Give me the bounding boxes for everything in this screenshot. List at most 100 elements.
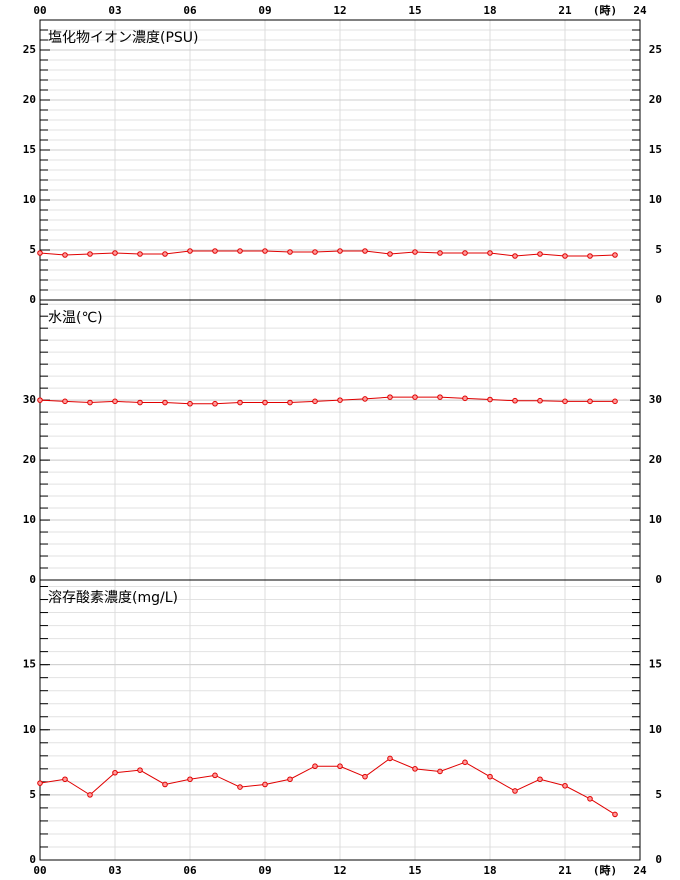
data-point — [437, 394, 443, 400]
data-point — [562, 253, 568, 259]
data-point — [362, 248, 368, 254]
data-point — [487, 773, 493, 780]
data-point — [587, 398, 593, 405]
data-point — [212, 772, 218, 779]
data-point — [187, 400, 193, 407]
data-point — [237, 248, 243, 254]
x-tick-label: 18 — [483, 864, 496, 877]
y-tick-label: 30 — [649, 393, 662, 406]
y-tick-label: 15 — [23, 658, 36, 671]
data-point — [112, 398, 118, 405]
data-point — [187, 776, 193, 783]
data-point — [237, 399, 243, 406]
y-tick-label: 10 — [649, 723, 662, 736]
y-tick-label: 0 — [655, 293, 662, 306]
data-point — [262, 781, 268, 788]
panel-title: 塩化物イオン濃度(PSU) — [48, 30, 199, 46]
y-tick-label: 25 — [23, 43, 36, 56]
data-point — [137, 767, 143, 773]
data-point — [387, 394, 393, 400]
data-point — [412, 766, 418, 772]
data-point — [62, 252, 68, 258]
y-tick-label: 15 — [23, 143, 36, 156]
data-point — [537, 397, 543, 404]
data-point — [412, 249, 418, 255]
y-tick-label: 30 — [23, 393, 36, 406]
y-tick-label: 15 — [649, 143, 662, 156]
data-point — [462, 250, 468, 256]
panel-title: 溶存酸素濃度(mg/L) — [48, 590, 178, 606]
y-tick-label: 5 — [655, 788, 662, 801]
data-point — [512, 253, 518, 259]
y-tick-label: 20 — [649, 93, 662, 106]
data-point — [137, 251, 143, 257]
y-tick-label: 0 — [29, 293, 36, 306]
x-tick-label: 24 — [633, 4, 647, 17]
data-point — [262, 399, 268, 406]
x-tick-label: 03 — [108, 864, 121, 877]
y-tick-label: 5 — [29, 243, 36, 256]
x-tick-label: 18 — [483, 4, 496, 17]
x-tick-label: 00 — [33, 864, 46, 877]
x-tick-label: 21 — [558, 4, 572, 17]
data-line — [39, 757, 616, 815]
data-point — [287, 776, 293, 783]
data-point — [462, 759, 468, 766]
data-point — [37, 397, 43, 403]
x-tick-label: 12 — [333, 864, 346, 877]
data-point — [462, 395, 468, 402]
data-point — [162, 781, 168, 788]
y-tick-label: 10 — [23, 723, 36, 736]
data-point — [587, 795, 593, 802]
x-tick-label: 09 — [258, 864, 271, 877]
data-point — [562, 782, 568, 789]
data-point — [287, 399, 293, 406]
x-tick-label: 21 — [558, 864, 572, 877]
data-point — [187, 248, 193, 254]
x-tick-label: 06 — [183, 4, 197, 17]
data-point — [487, 396, 493, 403]
data-point — [262, 248, 268, 254]
panel-title: 水温(℃) — [48, 310, 103, 326]
x-unit: (時) — [593, 3, 617, 17]
y-tick-label: 15 — [649, 658, 662, 671]
data-point — [562, 398, 568, 405]
data-point — [512, 788, 518, 794]
x-tick-label: 03 — [108, 4, 121, 17]
data-point — [362, 396, 368, 402]
y-tick-label: 0 — [655, 573, 662, 586]
data-point — [87, 792, 93, 798]
data-point — [612, 252, 618, 258]
y-tick-label: 20 — [23, 93, 36, 106]
y-tick-label: 0 — [29, 853, 36, 866]
panel-frame — [39, 579, 641, 861]
data-point — [62, 776, 68, 783]
x-unit: (時) — [593, 863, 617, 877]
y-tick-label: 10 — [23, 193, 36, 206]
data-point — [162, 251, 168, 257]
y-tick-label: 10 — [23, 513, 36, 526]
data-point — [37, 250, 43, 256]
y-tick-label: 0 — [29, 573, 36, 586]
data-point — [62, 398, 68, 405]
x-tick-label: 06 — [183, 864, 197, 877]
data-point — [437, 250, 443, 256]
data-point — [362, 773, 368, 780]
x-tick-label: 00 — [33, 4, 46, 17]
data-point — [337, 763, 343, 770]
data-point — [312, 398, 318, 405]
data-point — [137, 399, 143, 406]
data-point — [487, 250, 493, 256]
x-tick-label: 12 — [333, 4, 346, 17]
y-tick-label: 5 — [29, 788, 36, 801]
data-point — [87, 251, 93, 257]
data-point — [537, 251, 543, 257]
data-point — [337, 397, 343, 403]
y-tick-label: 5 — [655, 243, 662, 256]
data-line — [39, 396, 615, 405]
data-point — [312, 763, 318, 770]
data-point — [412, 394, 418, 400]
data-point — [612, 398, 618, 405]
data-point — [37, 780, 43, 786]
